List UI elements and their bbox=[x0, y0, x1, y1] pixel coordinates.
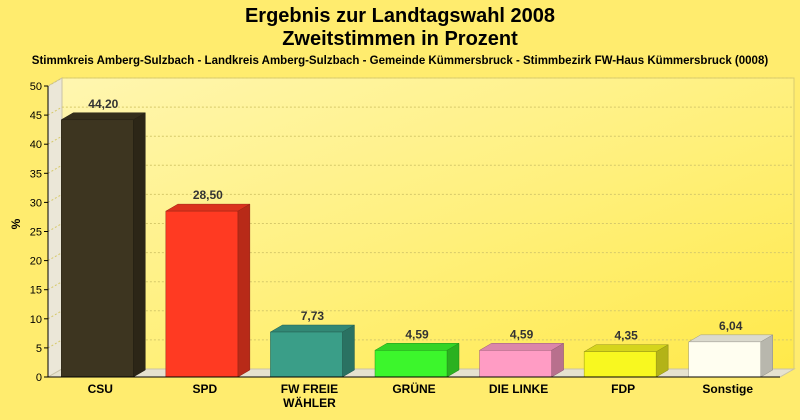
y-tick-label: 45 bbox=[30, 110, 42, 122]
bar-side bbox=[342, 324, 355, 378]
y-tick-label: 0 bbox=[36, 372, 42, 384]
bar-side bbox=[760, 334, 773, 378]
bar bbox=[687, 334, 774, 378]
bar-front bbox=[688, 341, 761, 378]
y-axis-label: % bbox=[9, 218, 23, 229]
chart-subtitle: Zweitstimmen in Prozent bbox=[282, 28, 518, 50]
x-tick-label: DIE LINKE bbox=[489, 382, 548, 396]
bar-top bbox=[478, 343, 565, 351]
y-tick-label: 30 bbox=[30, 197, 42, 209]
bar-front bbox=[61, 119, 134, 378]
gridline bbox=[47, 77, 794, 87]
chart-caption: Stimmkreis Amberg-Sulzbach - Landkreis A… bbox=[31, 55, 769, 67]
y-tick-label: 5 bbox=[36, 343, 42, 355]
chart-title: Ergebnis zur Landtagswahl 2008 bbox=[244, 5, 556, 27]
y-tick-label: 35 bbox=[30, 168, 42, 180]
y-tick-label: 40 bbox=[30, 139, 42, 151]
gridline bbox=[47, 106, 794, 116]
data-label: 4,35 bbox=[614, 329, 638, 343]
bar-side bbox=[237, 203, 251, 378]
y-tick-label: 15 bbox=[30, 285, 42, 297]
bar bbox=[478, 342, 565, 378]
bar-front bbox=[374, 350, 448, 378]
y-tick-label: 10 bbox=[30, 314, 42, 326]
bar-top bbox=[60, 112, 147, 121]
data-label: 7,73 bbox=[301, 309, 325, 323]
data-label: 44,20 bbox=[88, 97, 118, 111]
bar-top bbox=[583, 344, 670, 352]
bar-top bbox=[687, 334, 774, 343]
y-axis: 0 5 10 15 20 25 30 35 40 45 50 bbox=[30, 81, 49, 384]
bar-top bbox=[374, 343, 460, 351]
x-tick-label: Sonstige bbox=[702, 382, 753, 396]
x-tick-label: SPD bbox=[193, 382, 218, 396]
x-tick-label: GRÜNE bbox=[392, 381, 435, 396]
bar bbox=[583, 344, 670, 378]
bar-side bbox=[133, 112, 146, 378]
data-label: 4,59 bbox=[405, 327, 429, 341]
data-label: 4,59 bbox=[510, 327, 534, 341]
bar bbox=[269, 324, 356, 378]
x-tick-label: FDP bbox=[611, 382, 635, 396]
bar-front bbox=[165, 210, 239, 378]
y-tick-label: 50 bbox=[30, 81, 42, 93]
bar-front bbox=[479, 350, 552, 378]
bar bbox=[374, 342, 460, 378]
bar bbox=[60, 112, 147, 378]
x-tick-label: WÄHLER bbox=[283, 395, 336, 410]
bar-front bbox=[270, 331, 343, 378]
y-tick-label: 25 bbox=[30, 227, 42, 239]
x-tick-label: CSU bbox=[88, 382, 113, 396]
bar-front bbox=[583, 351, 657, 378]
bar-top bbox=[269, 324, 356, 333]
bar-top bbox=[164, 203, 251, 212]
y-tick-label: 20 bbox=[30, 256, 42, 268]
data-label: 6,04 bbox=[719, 319, 743, 333]
bars: 44,20 28,50 7,73 4,59 4,59 4,35 6,04 bbox=[60, 97, 774, 378]
bar bbox=[164, 203, 251, 378]
data-label: 28,50 bbox=[193, 188, 223, 202]
x-tick-label: FW FREIE bbox=[281, 382, 338, 396]
